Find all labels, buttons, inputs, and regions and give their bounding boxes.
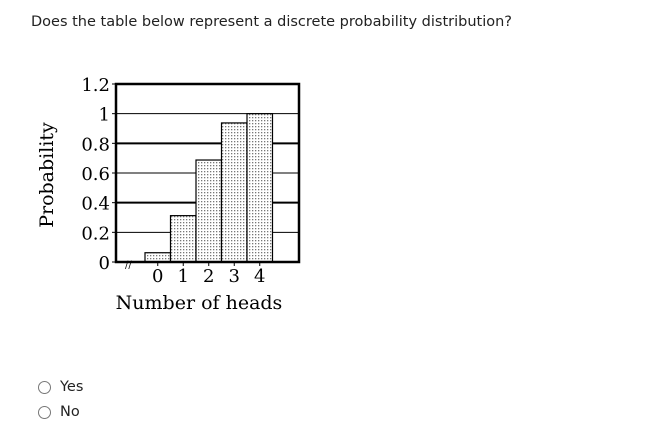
axis-break-mark: // bbox=[125, 260, 132, 271]
bar-3 bbox=[220, 122, 248, 263]
x-tick-label: 0 bbox=[152, 266, 163, 287]
bar-4 bbox=[246, 113, 274, 263]
option-yes[interactable]: Yes bbox=[38, 379, 83, 395]
radio-button[interactable] bbox=[38, 380, 51, 394]
question-text: Does the table below represent a discret… bbox=[31, 14, 512, 30]
option-label: Yes bbox=[60, 379, 84, 395]
radio-button[interactable] bbox=[38, 405, 51, 419]
y-tick-label: 0 bbox=[99, 253, 110, 274]
y-axis-label: Probability bbox=[36, 122, 58, 228]
bar-2 bbox=[195, 159, 223, 263]
y-tick-label: 1 bbox=[99, 105, 110, 126]
option-label: No bbox=[60, 404, 80, 420]
option-no[interactable]: No bbox=[38, 404, 80, 420]
x-tick-label: 2 bbox=[203, 266, 214, 287]
y-tick-label: 0.2 bbox=[81, 223, 110, 244]
x-tick-label: 1 bbox=[178, 266, 189, 287]
y-tick-label: 1.2 bbox=[81, 75, 110, 96]
bar-1 bbox=[169, 215, 197, 263]
bar-0 bbox=[144, 252, 172, 263]
x-tick-label: 3 bbox=[229, 266, 240, 287]
y-tick-label: 0.6 bbox=[81, 164, 110, 185]
x-tick-label: 4 bbox=[254, 266, 265, 287]
y-tick-label: 0.8 bbox=[81, 134, 110, 155]
x-axis-label: Number of heads bbox=[116, 292, 283, 314]
y-tick-label: 0.4 bbox=[81, 194, 110, 215]
